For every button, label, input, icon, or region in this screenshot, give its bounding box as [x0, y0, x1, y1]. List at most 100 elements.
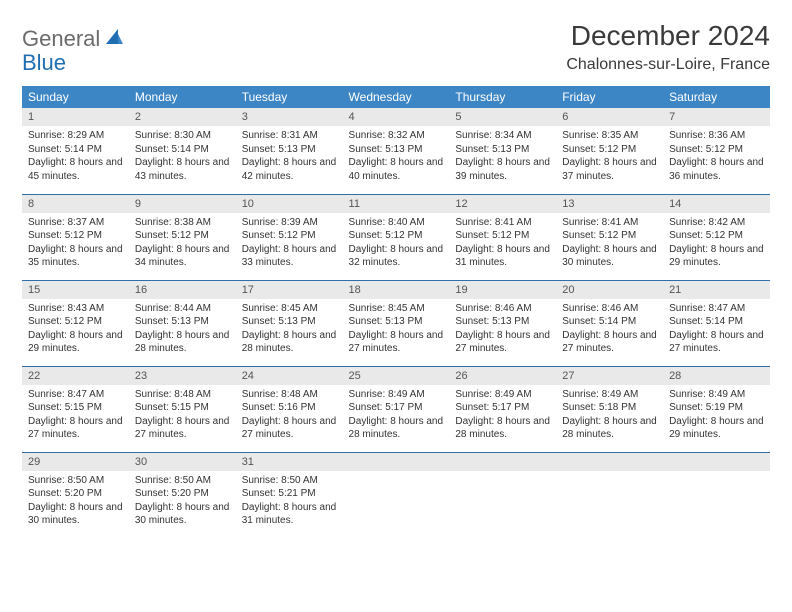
daylight-text: Daylight: 8 hours and 31 minutes. — [242, 501, 337, 528]
daylight-text: Daylight: 8 hours and 45 minutes. — [28, 156, 123, 183]
day-number: 14 — [663, 195, 770, 213]
day-cell: 26Sunrise: 8:49 AMSunset: 5:17 PMDayligh… — [449, 366, 556, 452]
sunrise-text: Sunrise: 8:37 AM — [28, 216, 123, 230]
day-body: Sunrise: 8:42 AMSunset: 5:12 PMDaylight:… — [663, 213, 770, 276]
sunrise-text: Sunrise: 8:45 AM — [349, 302, 444, 316]
dow-wednesday: Wednesday — [343, 86, 450, 108]
day-cell: 22Sunrise: 8:47 AMSunset: 5:15 PMDayligh… — [22, 366, 129, 452]
day-number — [556, 453, 663, 471]
day-body: Sunrise: 8:47 AMSunset: 5:15 PMDaylight:… — [22, 385, 129, 448]
week-row: 8Sunrise: 8:37 AMSunset: 5:12 PMDaylight… — [22, 194, 770, 280]
day-body: Sunrise: 8:50 AMSunset: 5:21 PMDaylight:… — [236, 471, 343, 534]
day-number: 9 — [129, 195, 236, 213]
day-number: 30 — [129, 453, 236, 471]
sunrise-text: Sunrise: 8:30 AM — [135, 129, 230, 143]
daylight-text: Daylight: 8 hours and 30 minutes. — [135, 501, 230, 528]
location-text: Chalonnes-sur-Loire, France — [566, 56, 770, 74]
sunset-text: Sunset: 5:12 PM — [455, 229, 550, 243]
sunset-text: Sunset: 5:14 PM — [669, 315, 764, 329]
title-block: December 2024 Chalonnes-sur-Loire, Franc… — [566, 20, 770, 74]
day-number — [663, 453, 770, 471]
day-body — [556, 471, 663, 531]
daylight-text: Daylight: 8 hours and 43 minutes. — [135, 156, 230, 183]
daylight-text: Daylight: 8 hours and 37 minutes. — [562, 156, 657, 183]
sunset-text: Sunset: 5:12 PM — [562, 143, 657, 157]
sunrise-text: Sunrise: 8:50 AM — [135, 474, 230, 488]
dow-monday: Monday — [129, 86, 236, 108]
day-body: Sunrise: 8:49 AMSunset: 5:19 PMDaylight:… — [663, 385, 770, 448]
sunrise-text: Sunrise: 8:43 AM — [28, 302, 123, 316]
dow-thursday: Thursday — [449, 86, 556, 108]
day-number: 29 — [22, 453, 129, 471]
day-number: 19 — [449, 281, 556, 299]
sunset-text: Sunset: 5:12 PM — [669, 143, 764, 157]
day-cell: 9Sunrise: 8:38 AMSunset: 5:12 PMDaylight… — [129, 194, 236, 280]
day-number: 1 — [22, 108, 129, 126]
day-cell — [663, 452, 770, 538]
sunset-text: Sunset: 5:12 PM — [669, 229, 764, 243]
day-number — [449, 453, 556, 471]
day-number: 4 — [343, 108, 450, 126]
day-number: 22 — [22, 367, 129, 385]
daylight-text: Daylight: 8 hours and 31 minutes. — [455, 243, 550, 270]
day-number: 25 — [343, 367, 450, 385]
day-cell: 27Sunrise: 8:49 AMSunset: 5:18 PMDayligh… — [556, 366, 663, 452]
sunrise-text: Sunrise: 8:39 AM — [242, 216, 337, 230]
day-body: Sunrise: 8:45 AMSunset: 5:13 PMDaylight:… — [236, 299, 343, 362]
week-row: 22Sunrise: 8:47 AMSunset: 5:15 PMDayligh… — [22, 366, 770, 452]
day-body — [449, 471, 556, 531]
sunset-text: Sunset: 5:14 PM — [28, 143, 123, 157]
daylight-text: Daylight: 8 hours and 34 minutes. — [135, 243, 230, 270]
day-number: 23 — [129, 367, 236, 385]
sunrise-text: Sunrise: 8:48 AM — [242, 388, 337, 402]
daylight-text: Daylight: 8 hours and 33 minutes. — [242, 243, 337, 270]
day-number: 10 — [236, 195, 343, 213]
sunset-text: Sunset: 5:17 PM — [349, 401, 444, 415]
sunset-text: Sunset: 5:13 PM — [455, 143, 550, 157]
sunrise-text: Sunrise: 8:40 AM — [349, 216, 444, 230]
day-body: Sunrise: 8:29 AMSunset: 5:14 PMDaylight:… — [22, 126, 129, 189]
day-cell: 21Sunrise: 8:47 AMSunset: 5:14 PMDayligh… — [663, 280, 770, 366]
day-number — [343, 453, 450, 471]
day-cell: 8Sunrise: 8:37 AMSunset: 5:12 PMDaylight… — [22, 194, 129, 280]
day-number: 15 — [22, 281, 129, 299]
day-cell: 7Sunrise: 8:36 AMSunset: 5:12 PMDaylight… — [663, 108, 770, 194]
day-cell: 25Sunrise: 8:49 AMSunset: 5:17 PMDayligh… — [343, 366, 450, 452]
daylight-text: Daylight: 8 hours and 27 minutes. — [135, 415, 230, 442]
daylight-text: Daylight: 8 hours and 27 minutes. — [562, 329, 657, 356]
day-body: Sunrise: 8:36 AMSunset: 5:12 PMDaylight:… — [663, 126, 770, 189]
sunset-text: Sunset: 5:13 PM — [135, 315, 230, 329]
day-number: 11 — [343, 195, 450, 213]
sunrise-text: Sunrise: 8:45 AM — [242, 302, 337, 316]
day-cell: 11Sunrise: 8:40 AMSunset: 5:12 PMDayligh… — [343, 194, 450, 280]
daylight-text: Daylight: 8 hours and 28 minutes. — [135, 329, 230, 356]
sunset-text: Sunset: 5:20 PM — [28, 487, 123, 501]
daylight-text: Daylight: 8 hours and 27 minutes. — [28, 415, 123, 442]
daylight-text: Daylight: 8 hours and 42 minutes. — [242, 156, 337, 183]
sunrise-text: Sunrise: 8:32 AM — [349, 129, 444, 143]
sunrise-text: Sunrise: 8:49 AM — [455, 388, 550, 402]
header: General December 2024 Chalonnes-sur-Loir… — [22, 20, 770, 74]
day-body: Sunrise: 8:49 AMSunset: 5:17 PMDaylight:… — [343, 385, 450, 448]
calendar-table: Sunday Monday Tuesday Wednesday Thursday… — [22, 86, 770, 538]
sunset-text: Sunset: 5:13 PM — [349, 315, 444, 329]
day-cell: 14Sunrise: 8:42 AMSunset: 5:12 PMDayligh… — [663, 194, 770, 280]
day-body: Sunrise: 8:48 AMSunset: 5:15 PMDaylight:… — [129, 385, 236, 448]
day-cell: 30Sunrise: 8:50 AMSunset: 5:20 PMDayligh… — [129, 452, 236, 538]
daylight-text: Daylight: 8 hours and 28 minutes. — [562, 415, 657, 442]
sunrise-text: Sunrise: 8:31 AM — [242, 129, 337, 143]
sunset-text: Sunset: 5:12 PM — [562, 229, 657, 243]
sunset-text: Sunset: 5:15 PM — [28, 401, 123, 415]
sunrise-text: Sunrise: 8:49 AM — [349, 388, 444, 402]
day-number: 6 — [556, 108, 663, 126]
day-body: Sunrise: 8:48 AMSunset: 5:16 PMDaylight:… — [236, 385, 343, 448]
daylight-text: Daylight: 8 hours and 27 minutes. — [669, 329, 764, 356]
sunrise-text: Sunrise: 8:29 AM — [28, 129, 123, 143]
day-number: 27 — [556, 367, 663, 385]
day-number: 18 — [343, 281, 450, 299]
day-body: Sunrise: 8:49 AMSunset: 5:17 PMDaylight:… — [449, 385, 556, 448]
day-body: Sunrise: 8:44 AMSunset: 5:13 PMDaylight:… — [129, 299, 236, 362]
day-body — [343, 471, 450, 531]
day-cell — [556, 452, 663, 538]
sunset-text: Sunset: 5:17 PM — [455, 401, 550, 415]
